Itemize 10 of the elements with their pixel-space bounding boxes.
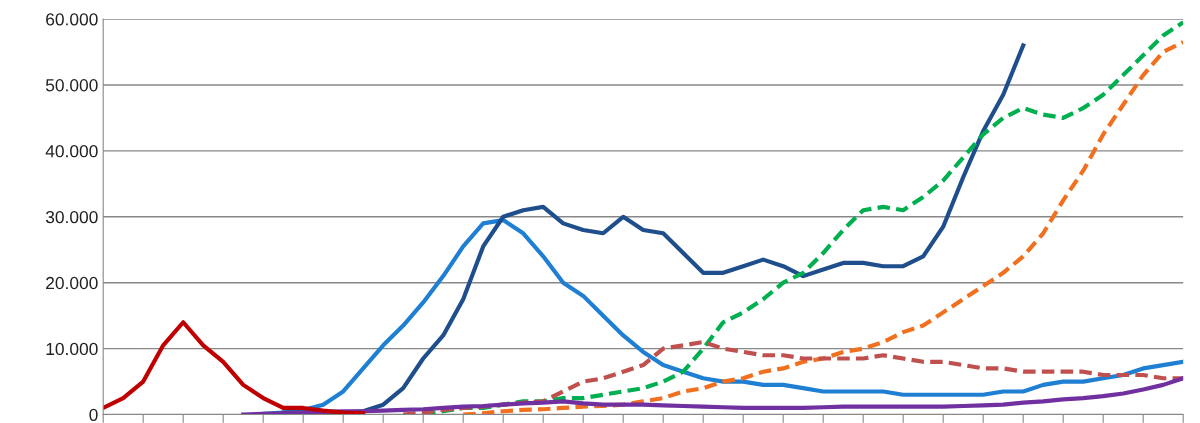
- y-tick-label: 50.000: [45, 79, 98, 92]
- y-tick-label: 60.000: [46, 13, 98, 26]
- y-tick-label: 30.000: [45, 210, 98, 224]
- y-tick-label: 10.000: [46, 342, 98, 356]
- line-series: [241, 376, 1184, 415]
- line-series: [401, 339, 1184, 415]
- line-series: [103, 320, 366, 415]
- y-tick-label: 20.000: [46, 276, 98, 290]
- y-tick-label: 40.000: [45, 145, 98, 158]
- y-tick-label: 0: [89, 408, 98, 421]
